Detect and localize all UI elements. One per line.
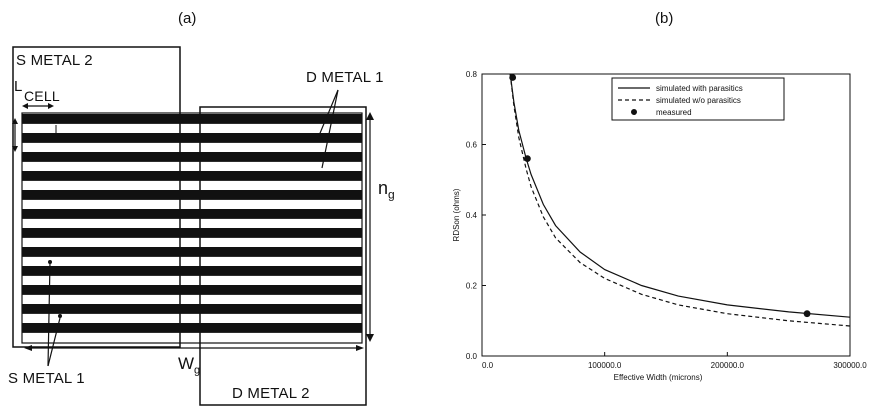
cell-pitch-arrow-head-bottom xyxy=(12,146,18,152)
metal-stripe xyxy=(22,133,362,143)
legend-entry-label: measured xyxy=(656,108,692,117)
finger-stripes xyxy=(22,114,362,333)
cell-pitch-arrow-head-top xyxy=(12,118,18,124)
x-tick-label: 300000.0 xyxy=(833,361,867,370)
wg-label: Wg xyxy=(178,354,200,376)
ng-label: ng xyxy=(378,178,395,202)
metal-stripe xyxy=(22,209,362,219)
s-metal-1-via-a xyxy=(48,260,52,264)
y-axis-label: RDSon (ohms) xyxy=(452,188,461,241)
legend-entry-label: simulated with parasitics xyxy=(656,84,743,93)
measured-point xyxy=(523,155,531,163)
d-metal-2-label: D METAL 2 xyxy=(232,385,310,402)
legend-entry-label: simulated w/o parasitics xyxy=(656,96,741,105)
panel-b-label: (b) xyxy=(655,10,674,27)
l-cell-main: L xyxy=(14,78,23,95)
x-tick-label: 100000.0 xyxy=(588,361,622,370)
legend-box xyxy=(611,77,785,121)
panel-a-label: (a) xyxy=(178,10,197,27)
metal-stripe xyxy=(22,285,362,295)
series-line-without-parasitics xyxy=(509,73,851,327)
x-axis-label: Effective Width (microns) xyxy=(614,373,703,382)
l-cell-label: L xyxy=(14,78,23,95)
wg-arrow-head-left xyxy=(24,345,32,351)
x-tick-label: 0.0 xyxy=(482,361,494,370)
metal-stripe xyxy=(22,266,362,276)
metal-stripe xyxy=(22,114,362,124)
wg-sub: g xyxy=(194,364,201,377)
l-cell-sub-label: CELL xyxy=(24,88,60,104)
series-line-with-parasitics xyxy=(509,73,851,318)
s-metal-2-label: S METAL 2 xyxy=(16,52,93,69)
wg-main: W xyxy=(178,354,195,373)
y-tick-label: 0.4 xyxy=(466,211,478,220)
measured-point xyxy=(803,310,811,318)
d-metal-1-leader-b xyxy=(321,89,339,169)
metal-stripe xyxy=(22,190,362,200)
y-tick-label: 0.6 xyxy=(466,141,478,150)
s-metal-1-leader-b xyxy=(47,317,61,367)
ng-sub: g xyxy=(388,187,395,202)
metal-stripe xyxy=(22,247,362,257)
d-metal-1-leader-a xyxy=(317,89,339,139)
ng-arrow-head-top xyxy=(366,112,374,120)
metal-stripe xyxy=(22,323,362,333)
x-tick-label: 200000.0 xyxy=(711,361,745,370)
l-cell-arrow-head-left xyxy=(22,103,28,109)
metal-stripe xyxy=(22,171,362,181)
metal-stripe xyxy=(22,228,362,238)
s-metal-1-via-b xyxy=(58,314,62,318)
ng-arrow-head-bottom xyxy=(366,334,374,342)
l-cell-arrow-head-right xyxy=(48,103,54,109)
y-tick-label: 0.2 xyxy=(466,282,478,291)
measured-point xyxy=(509,74,517,81)
s-metal-1-label: S METAL 1 xyxy=(8,370,85,387)
legend-marker-measured xyxy=(631,109,637,115)
wg-arrow-head-right xyxy=(356,345,364,351)
ng-main: n xyxy=(378,178,389,198)
y-tick-label: 0.0 xyxy=(466,352,478,361)
metal-stripe xyxy=(22,152,362,162)
d-metal-1-label: D METAL 1 xyxy=(306,69,384,86)
metal-stripe xyxy=(22,304,362,314)
y-tick-label: 0.8 xyxy=(466,70,478,79)
s-metal-1-leader-a xyxy=(47,261,51,367)
